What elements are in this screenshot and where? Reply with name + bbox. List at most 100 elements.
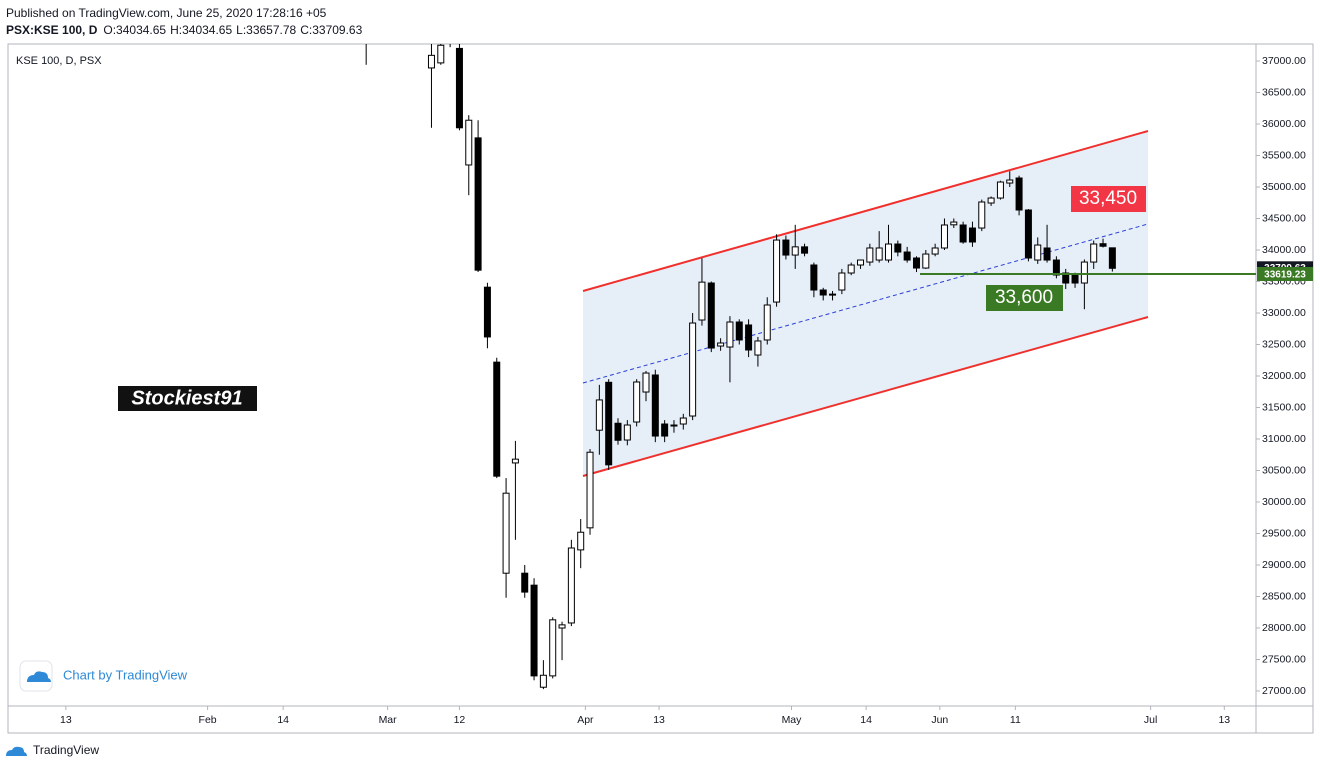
y-tick-label: 35000.00 xyxy=(1262,181,1306,193)
candle-body xyxy=(437,44,445,64)
candle-body xyxy=(539,674,547,688)
candles xyxy=(363,30,1116,690)
candle-body xyxy=(1108,247,1116,269)
candle-body xyxy=(717,342,725,347)
candle-body xyxy=(679,417,687,425)
level-tag xyxy=(1257,266,1313,281)
candle-body xyxy=(838,272,846,291)
x-tick-label: 14 xyxy=(860,714,872,726)
y-tick-label: 31500.00 xyxy=(1262,401,1306,413)
candle-body xyxy=(801,246,809,254)
candle-body xyxy=(773,239,781,303)
y-tick-label: 37000.00 xyxy=(1262,55,1306,67)
candle-body xyxy=(614,422,622,441)
candle-body xyxy=(1090,243,1098,263)
y-tick-label: 34000.00 xyxy=(1262,244,1306,256)
candle-body xyxy=(1034,244,1042,261)
overlay: Stockiest91 33,450 33,600 Chart by Tradi… xyxy=(6,186,1146,757)
candle-body xyxy=(922,253,930,269)
annotation-box xyxy=(1071,186,1146,212)
y-tick-label: 33000.00 xyxy=(1262,307,1306,319)
candle-body xyxy=(623,424,631,441)
x-tick-label: 13 xyxy=(1218,714,1230,726)
candle-body xyxy=(791,246,799,256)
x-tick-label: Jun xyxy=(931,714,948,726)
y-tick-label: 36000.00 xyxy=(1262,118,1306,130)
x-tick-label: 12 xyxy=(454,714,466,726)
y-tick-label: 35500.00 xyxy=(1262,149,1306,161)
candle-body xyxy=(875,247,883,261)
x-tick-label: May xyxy=(782,714,803,726)
y-tick-label: 34500.00 xyxy=(1262,212,1306,224)
candle-body xyxy=(1043,247,1051,261)
candle-body xyxy=(959,224,967,243)
y-tick-label: 30500.00 xyxy=(1262,464,1306,476)
candle-body xyxy=(595,399,603,431)
candle-body xyxy=(689,322,697,417)
candle-body xyxy=(474,137,482,271)
candle-body xyxy=(1006,179,1014,184)
candle-body xyxy=(642,372,650,393)
open-value: O:34034.65 xyxy=(103,23,166,37)
candle-body xyxy=(502,492,510,574)
candle-body xyxy=(987,197,995,204)
symbol-name: PSX:KSE 100, D xyxy=(6,23,98,37)
chart-frame xyxy=(7,43,1314,734)
x-tick-label: Apr xyxy=(577,714,594,726)
annotation: 33,450 xyxy=(1079,188,1137,209)
candle-body xyxy=(810,264,818,291)
candle-body xyxy=(363,30,369,36)
x-tick-label: Mar xyxy=(379,714,398,726)
high-value: H:34034.65 xyxy=(170,23,232,37)
candle-body xyxy=(978,201,986,229)
candle-body xyxy=(605,381,613,466)
brand[interactable]: TradingView xyxy=(33,743,99,757)
candle-body xyxy=(567,547,575,624)
annotation: 33,600 xyxy=(995,287,1053,308)
x-tick-label: 13 xyxy=(60,714,72,726)
candle-body xyxy=(1099,243,1107,247)
attribution[interactable]: Chart by TradingView xyxy=(63,667,188,682)
published-note: Published on TradingView.com, June 25, 2… xyxy=(6,6,327,20)
brand-logo xyxy=(6,746,27,756)
candle-body xyxy=(698,281,706,321)
candle-body xyxy=(940,224,948,249)
channel-fill xyxy=(583,131,1148,476)
candle-body xyxy=(521,572,529,593)
candle-body xyxy=(829,293,837,296)
x-tick-label: 14 xyxy=(277,714,289,726)
candle-body xyxy=(558,624,566,629)
candle-body xyxy=(511,458,519,464)
candle-body xyxy=(950,221,958,226)
candle-body xyxy=(455,47,463,129)
candle-body xyxy=(968,227,976,243)
candle-body xyxy=(549,619,557,677)
candle-body xyxy=(465,119,473,166)
channel-upper xyxy=(582,130,1149,292)
candle-body xyxy=(903,251,911,261)
y-tick-label: 29000.00 xyxy=(1262,559,1306,571)
candle-body xyxy=(763,304,771,341)
candle-body xyxy=(1052,259,1060,276)
candle-body xyxy=(726,321,734,348)
y-tick-label: 29500.00 xyxy=(1262,527,1306,539)
candle-body xyxy=(707,282,715,349)
candle-body xyxy=(1071,274,1079,284)
candle-body xyxy=(633,381,641,423)
candle-body xyxy=(866,247,874,263)
candle-body xyxy=(745,324,753,351)
candle-body xyxy=(447,30,453,36)
candle-body xyxy=(885,243,893,261)
low-value: L:33657.78 xyxy=(236,23,296,37)
candle-body xyxy=(586,451,594,529)
annotation-box xyxy=(986,285,1063,311)
channel-lower xyxy=(582,316,1149,477)
candle-body xyxy=(427,54,435,69)
candle-body xyxy=(493,361,501,477)
candle-body xyxy=(782,239,790,256)
chart-title: KSE 100, D, PSX xyxy=(16,55,102,67)
candle-body xyxy=(577,531,585,551)
candle-body xyxy=(931,247,939,255)
